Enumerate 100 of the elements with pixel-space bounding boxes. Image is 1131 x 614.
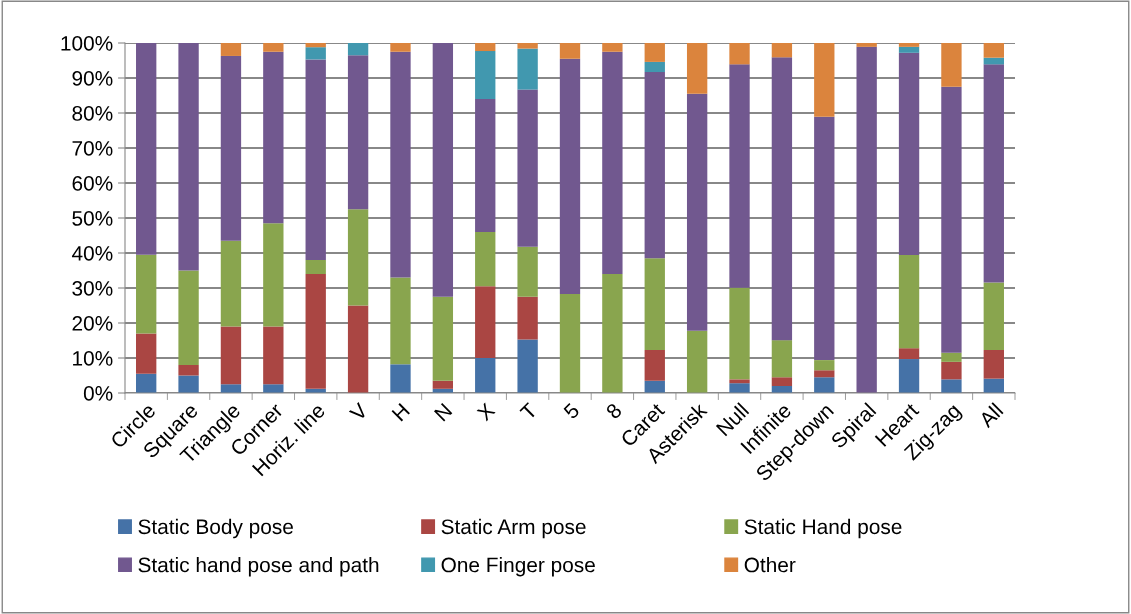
bar	[771, 340, 793, 378]
x-tick-label: 8	[605, 402, 623, 420]
bar	[136, 43, 157, 255]
y-tick-label: 30%	[72, 281, 113, 296]
bar	[220, 55, 242, 241]
bar	[856, 43, 877, 47]
x-tick-label: T	[519, 402, 538, 421]
bar	[305, 47, 326, 60]
bar	[220, 326, 242, 385]
bar	[263, 51, 284, 224]
bar	[771, 57, 793, 341]
bar	[347, 209, 369, 306]
bar	[729, 383, 750, 393]
y-tick-label: 90%	[72, 71, 113, 86]
bar	[814, 116, 835, 361]
bar	[729, 64, 750, 288]
bar	[220, 384, 242, 393]
y-tick-label: 20%	[72, 316, 113, 331]
bar	[771, 43, 793, 58]
bar	[644, 72, 665, 259]
bar	[136, 333, 157, 374]
bar	[898, 46, 920, 53]
bar	[602, 51, 623, 274]
x-tick-label: All	[977, 402, 1004, 429]
bar	[390, 43, 411, 52]
y-tick-label: 0%	[83, 386, 113, 401]
x-tick-label: N	[433, 403, 453, 422]
bar	[941, 361, 962, 380]
bar	[263, 384, 284, 393]
bar	[220, 240, 242, 327]
bar	[390, 364, 411, 393]
bar	[432, 380, 454, 389]
bar	[347, 43, 369, 56]
y-tick-label: 70%	[72, 141, 113, 156]
bar	[771, 377, 793, 386]
bar	[814, 43, 835, 117]
bar	[517, 339, 538, 393]
y-tick-label: 40%	[71, 246, 113, 261]
bar	[559, 58, 581, 294]
x-tick-label: V	[348, 401, 369, 422]
bar	[178, 365, 199, 376]
bar	[559, 293, 581, 393]
bar	[475, 43, 496, 52]
bar	[517, 246, 538, 297]
bar	[814, 370, 835, 378]
bar	[517, 48, 538, 90]
legend-label: Static Arm pose	[441, 518, 586, 539]
bar	[814, 377, 835, 393]
bar	[941, 86, 962, 353]
bar	[347, 305, 369, 393]
bar	[686, 330, 708, 393]
bar	[898, 255, 920, 349]
legend-label: Other	[744, 557, 796, 573]
y-tick-label: 60%	[72, 176, 113, 191]
bar	[178, 270, 199, 365]
bar	[814, 360, 835, 371]
bar	[898, 43, 920, 47]
bar	[432, 296, 454, 381]
legend-label: Static hand pose and path	[138, 557, 379, 577]
bar	[475, 286, 496, 358]
bar	[347, 55, 369, 210]
bar	[305, 274, 326, 389]
y-tick-label: 10%	[73, 351, 113, 366]
bar	[983, 349, 1004, 379]
bar	[686, 43, 708, 94]
bar	[983, 282, 1004, 350]
y-tick-label: 80%	[72, 106, 113, 121]
bar	[602, 43, 623, 52]
y-tick-label: 50%	[72, 211, 113, 226]
bar	[305, 43, 326, 48]
bar	[178, 375, 199, 393]
bar	[644, 43, 665, 62]
bar	[220, 43, 242, 56]
bar	[432, 43, 454, 297]
bar	[729, 379, 750, 384]
bar	[517, 296, 538, 340]
bar	[644, 61, 665, 73]
bar	[475, 99, 496, 232]
legend-label: Static Body pose	[138, 518, 293, 539]
x-tick-label: 5	[562, 402, 581, 420]
bar	[136, 254, 157, 334]
bar	[941, 43, 962, 87]
bar	[644, 349, 665, 381]
legend-label: One Finger pose	[441, 557, 595, 577]
bar	[559, 43, 581, 59]
bar	[263, 326, 284, 385]
bar	[390, 51, 411, 278]
bar	[305, 260, 326, 274]
bar	[475, 358, 496, 393]
bar	[475, 232, 496, 287]
bar	[263, 43, 284, 52]
bar	[263, 223, 284, 327]
bar	[390, 277, 411, 365]
bar	[644, 258, 665, 350]
bar	[517, 89, 538, 247]
bar	[983, 43, 1004, 58]
bar	[305, 59, 326, 260]
bar	[898, 348, 920, 360]
x-tick-label: X	[476, 402, 496, 422]
bar	[941, 352, 962, 362]
